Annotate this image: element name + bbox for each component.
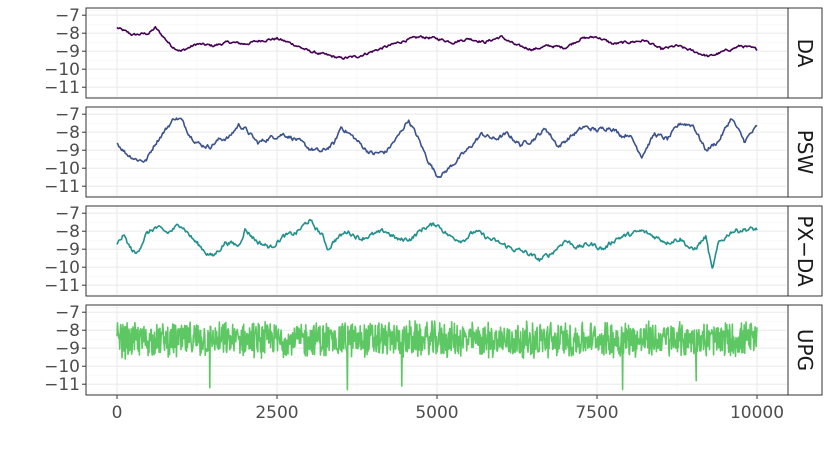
y-tick-label: −9: [55, 42, 80, 62]
y-tick-label: −11: [44, 375, 80, 395]
facet-panel-1: −11−10−9−8−7 PSW: [44, 105, 823, 198]
y-tick-label: −9: [55, 141, 80, 161]
y-tick-label: −8: [55, 123, 80, 143]
y-tick-label: −7: [55, 6, 80, 26]
facet-strip: [787, 304, 823, 396]
y-tick-label: −8: [55, 321, 80, 341]
series-line-2: [116, 218, 758, 269]
x-tick-label: 10000: [730, 403, 784, 423]
y-tick-label: −9: [55, 240, 80, 260]
y-tick-label: −7: [55, 303, 80, 323]
facet-panel-0: −11−10−9−8−7 DA: [44, 6, 823, 99]
y-tick-label: −11: [44, 78, 80, 98]
x-tick-label: 7500: [575, 403, 618, 423]
x-tick-label: 0: [112, 403, 123, 423]
facet-strip: [787, 7, 823, 99]
facet-label: PSW: [793, 130, 817, 175]
y-tick-label: −9: [55, 339, 80, 359]
x-tick-label: 5000: [415, 403, 458, 423]
y-tick-label: −10: [44, 60, 80, 80]
y-tick-label: −8: [55, 222, 80, 242]
facet-panel-2: −11−10−9−8−7 PX−DA: [44, 204, 823, 297]
y-tick-label: −10: [44, 258, 80, 278]
y-tick-label: −7: [55, 204, 80, 224]
facet-strip: [787, 106, 823, 198]
y-tick-label: −7: [55, 105, 80, 125]
series-line-1: [116, 117, 758, 179]
facet-label: PX−DA: [793, 215, 817, 287]
series-line-0: [116, 25, 758, 60]
facet-label: UPG: [793, 329, 817, 371]
facet-strip: [787, 205, 823, 297]
y-tick-label: −11: [44, 276, 80, 296]
y-tick-label: −10: [44, 357, 80, 377]
x-tick-label: 2500: [255, 403, 298, 423]
facet-panel-3: −11−10−9−8−7 UPG: [44, 303, 823, 396]
y-tick-label: −11: [44, 177, 80, 197]
series-line-3: [116, 320, 758, 391]
facet-label: DA: [793, 39, 817, 68]
y-tick-label: −10: [44, 159, 80, 179]
y-tick-label: −8: [55, 24, 80, 44]
